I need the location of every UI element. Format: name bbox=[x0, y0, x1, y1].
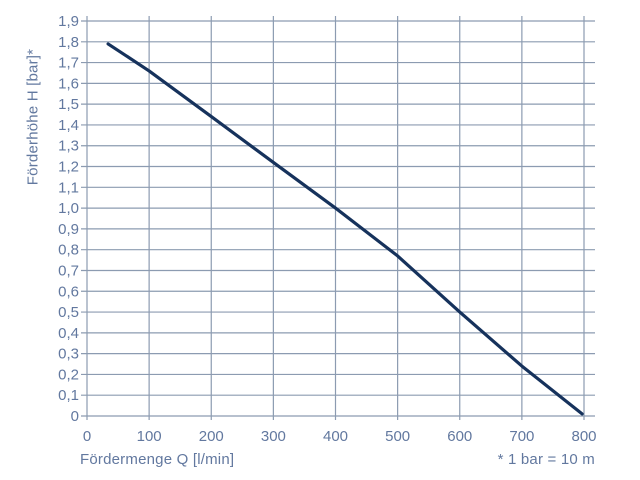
y-tick-label: 0,5 bbox=[58, 304, 79, 321]
y-tick-label: 0,2 bbox=[58, 366, 79, 383]
y-tick-label: 1,6 bbox=[58, 75, 79, 92]
y-tick-label: 0,7 bbox=[58, 262, 79, 279]
x-tick-label: 700 bbox=[509, 428, 534, 445]
y-tick-label: 0 bbox=[71, 408, 79, 425]
x-tick-label: 400 bbox=[323, 428, 348, 445]
x-tick-label: 200 bbox=[199, 428, 224, 445]
y-tick-label: 1,9 bbox=[58, 13, 79, 30]
y-tick-label: 1,1 bbox=[58, 179, 79, 196]
y-tick-label: 1,8 bbox=[58, 34, 79, 51]
y-tick-label: 0,1 bbox=[58, 387, 79, 404]
y-axis-title: Förderhöhe H [bar]* bbox=[24, 48, 42, 186]
y-tick-label: 0,4 bbox=[58, 325, 79, 342]
x-tick-label: 300 bbox=[261, 428, 286, 445]
y-tick-label: 1,7 bbox=[58, 55, 79, 72]
y-tick-label: 1,5 bbox=[58, 96, 79, 113]
x-tick-label: 500 bbox=[385, 428, 410, 445]
y-tick-label: 0,8 bbox=[58, 242, 79, 259]
y-tick-label: 1,0 bbox=[58, 200, 79, 217]
x-tick-label: 800 bbox=[571, 428, 596, 445]
footnote-bar-conversion: * 1 bar = 10 m bbox=[497, 451, 595, 468]
y-tick-label: 1,2 bbox=[58, 159, 79, 176]
x-tick-label: 100 bbox=[137, 428, 162, 445]
pump-curve-line bbox=[106, 42, 584, 416]
x-tick-label: 600 bbox=[447, 428, 472, 445]
x-tick-label: 0 bbox=[83, 428, 91, 445]
y-tick-label: 1,3 bbox=[58, 138, 79, 155]
y-tick-label: 1,4 bbox=[58, 117, 79, 134]
y-tick-label: 0,3 bbox=[58, 346, 79, 363]
y-tick-label: 0,9 bbox=[58, 221, 79, 238]
y-tick-label: 0,6 bbox=[58, 283, 79, 300]
x-axis-title: Fördermenge Q [l/min] bbox=[80, 451, 235, 468]
